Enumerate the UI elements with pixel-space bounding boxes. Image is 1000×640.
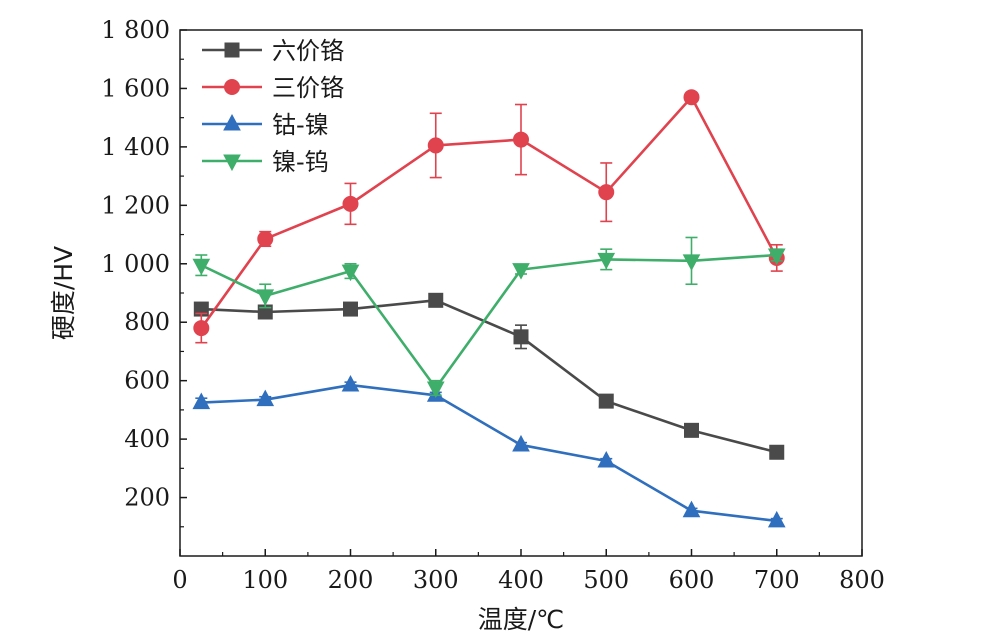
y-tick-label: 800 bbox=[124, 308, 170, 336]
series-3 bbox=[192, 374, 786, 528]
x-tick-label: 200 bbox=[328, 566, 374, 594]
data-point bbox=[598, 184, 615, 201]
y-axis-title: 硬度/HV bbox=[49, 246, 78, 340]
y-tick-label: 400 bbox=[124, 425, 170, 453]
series-line bbox=[200, 253, 777, 390]
series-layer bbox=[192, 89, 786, 528]
x-tick-label: 600 bbox=[669, 566, 715, 594]
legend-item: 六价铬 bbox=[202, 37, 344, 65]
data-point bbox=[193, 320, 210, 337]
series-line bbox=[201, 383, 777, 523]
data-point bbox=[512, 434, 530, 452]
data-point bbox=[513, 131, 529, 148]
y-tick-label: 1 000 bbox=[101, 250, 170, 278]
data-point bbox=[513, 329, 529, 345]
x-axis-title: 温度/℃ bbox=[478, 605, 565, 634]
legend-label: 镍-钨 bbox=[272, 148, 329, 176]
x-tick-label: 500 bbox=[583, 566, 629, 594]
data-point bbox=[428, 292, 444, 308]
data-point bbox=[683, 89, 700, 106]
data-point bbox=[597, 450, 616, 468]
x-tick-label: 800 bbox=[839, 566, 885, 594]
data-point bbox=[598, 393, 614, 409]
y-tick-label: 1 400 bbox=[101, 133, 170, 161]
legend-label: 六价铬 bbox=[272, 37, 344, 65]
x-tick-label: 300 bbox=[413, 566, 459, 594]
legend-label: 三价铬 bbox=[272, 74, 344, 102]
y-tick-label: 600 bbox=[124, 367, 170, 395]
data-point bbox=[256, 389, 275, 407]
x-tick-label: 0 bbox=[172, 566, 187, 594]
data-point bbox=[769, 444, 785, 460]
data-point bbox=[767, 248, 786, 266]
x-tick-label: 700 bbox=[754, 566, 800, 594]
data-point bbox=[597, 252, 616, 270]
data-point bbox=[257, 230, 274, 247]
data-point bbox=[767, 510, 786, 528]
legend-item: 镍-钨 bbox=[202, 148, 329, 176]
legend-marker bbox=[223, 154, 241, 172]
data-point bbox=[427, 137, 444, 154]
series-line bbox=[201, 299, 778, 454]
data-point bbox=[192, 392, 211, 410]
data-point bbox=[684, 422, 699, 438]
legend-marker bbox=[224, 42, 240, 58]
data-point bbox=[682, 254, 701, 271]
series-2 bbox=[193, 89, 785, 344]
y-tick-label: 200 bbox=[124, 484, 170, 512]
data-point bbox=[341, 374, 360, 392]
x-axis: 0 100 200 300 400 500 600 700 800 bbox=[172, 549, 885, 594]
data-point bbox=[682, 500, 701, 518]
y-tick-label: 1 200 bbox=[101, 191, 170, 219]
y-axis: 200 400 600 800 1 000 1 200 1 400 1 600 1 800 bbox=[101, 16, 187, 528]
data-point bbox=[512, 263, 530, 280]
series-4 bbox=[192, 236, 786, 399]
legend-marker bbox=[223, 113, 241, 131]
y-tick-label: 1 800 bbox=[101, 16, 170, 44]
x-tick-label: 100 bbox=[242, 566, 288, 594]
legend-item: 钴-镍 bbox=[202, 111, 329, 139]
x-tick-label: 400 bbox=[498, 566, 544, 594]
data-point bbox=[341, 264, 360, 282]
data-point bbox=[192, 258, 211, 276]
data-point bbox=[343, 301, 358, 317]
data-point bbox=[256, 289, 275, 306]
legend-item: 三价铬 bbox=[202, 74, 344, 102]
data-point bbox=[426, 381, 445, 399]
series-1 bbox=[193, 292, 785, 460]
data-point bbox=[342, 195, 359, 212]
legend-marker bbox=[224, 79, 240, 95]
legend-label: 钴-镍 bbox=[272, 111, 329, 139]
series-line bbox=[200, 95, 778, 329]
y-tick-label: 1 600 bbox=[101, 74, 170, 102]
